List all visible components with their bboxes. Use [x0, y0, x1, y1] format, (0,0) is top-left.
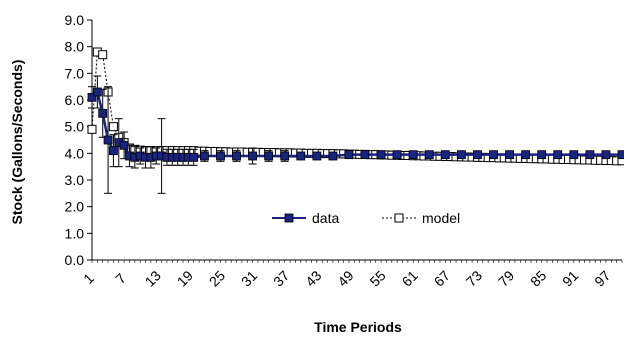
x-tick-label: 55 — [366, 267, 388, 289]
legend-model-marker — [394, 213, 404, 223]
model-point — [108, 122, 118, 132]
x-tick-label: 73 — [463, 267, 485, 289]
model-point — [98, 50, 108, 60]
x-tick-label: 13 — [142, 267, 164, 289]
legend-model-label: model — [422, 210, 460, 226]
x-tick-label: 19 — [174, 267, 196, 289]
data-point — [216, 151, 225, 161]
data-point — [585, 150, 595, 160]
data-point — [87, 92, 97, 102]
data-point — [264, 151, 274, 161]
data-point — [92, 87, 102, 97]
y-axis-title: Stock (Gallons/Seconds) — [9, 60, 25, 225]
data-point — [360, 150, 370, 160]
x-axis-ticks: 1 7 13 19 25 31 37 43 49 55 61 67 73 79 85 91 97 — [80, 260, 623, 290]
legend-data-label: data — [312, 210, 339, 226]
y-tick-label: 2.0 — [65, 199, 85, 215]
data-point — [232, 151, 241, 161]
legend-data-marker — [284, 213, 294, 223]
data-point — [505, 150, 514, 160]
data-point — [424, 150, 434, 160]
model-point — [87, 124, 97, 134]
data-point — [200, 151, 209, 161]
data-point — [328, 151, 338, 161]
y-tick-label: 3.0 — [65, 172, 85, 188]
y-tick-label: 7.0 — [65, 65, 85, 81]
x-tick-label: 49 — [334, 267, 356, 289]
x-tick-label: 67 — [431, 267, 453, 289]
series-data — [87, 75, 624, 194]
model-line — [91, 51, 622, 162]
data-point — [189, 152, 199, 162]
data-point — [119, 140, 129, 150]
y-tick-label: 9.0 — [65, 12, 85, 28]
y-tick-label: 0.0 — [65, 252, 85, 268]
data-point — [312, 151, 322, 161]
data-point — [537, 150, 547, 160]
data-point — [408, 150, 418, 160]
series-model — [87, 47, 624, 166]
x-tick-label: 85 — [527, 267, 549, 289]
data-point — [344, 150, 354, 160]
x-tick-label: 31 — [238, 267, 260, 289]
data-point — [617, 150, 624, 160]
y-tick-label: 1.0 — [65, 225, 85, 241]
data-point — [392, 150, 402, 160]
x-tick-label: 43 — [302, 267, 324, 289]
data-point — [98, 108, 108, 118]
y-tick-label: 4.0 — [65, 145, 85, 161]
data-point — [280, 151, 290, 161]
data-point — [473, 150, 482, 160]
data-point — [248, 151, 258, 161]
y-tick-label: 5.0 — [65, 119, 85, 135]
x-tick-label: 91 — [559, 267, 581, 289]
data-point — [440, 150, 450, 160]
x-tick-label: 37 — [270, 267, 292, 289]
data-point — [376, 150, 386, 160]
x-tick-label: 25 — [206, 267, 228, 289]
data-point — [109, 146, 118, 156]
y-tick-label: 6.0 — [65, 92, 85, 108]
data-point — [296, 151, 306, 161]
legend: data model — [272, 210, 460, 226]
x-tick-label: 7 — [112, 270, 129, 287]
data-point — [601, 150, 611, 160]
x-tick-label: 1 — [80, 270, 97, 287]
x-tick-label: 97 — [591, 267, 613, 289]
y-axis-ticks: 0.0 1.0 2.0 3.0 4.0 5.0 6.0 7.0 8.0 9.0 — [65, 12, 92, 268]
data-point — [456, 150, 466, 160]
data-point — [521, 150, 531, 160]
data-point — [553, 150, 563, 160]
data-point — [569, 150, 579, 160]
x-tick-label: 79 — [495, 267, 517, 289]
data-point — [103, 135, 113, 145]
data-point — [489, 150, 498, 160]
x-axis-title: Time Periods — [314, 319, 402, 335]
axes — [91, 20, 622, 261]
y-tick-label: 8.0 — [65, 39, 85, 55]
x-tick-label: 61 — [399, 267, 421, 289]
